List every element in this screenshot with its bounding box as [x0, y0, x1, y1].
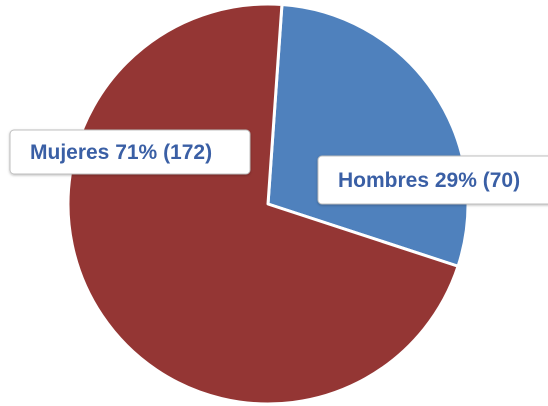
data-label-text: Mujeres 71% (172)	[30, 141, 212, 164]
pie-slice-mujeres	[66, 2, 460, 406]
pie-data-labels: Hombres 29% (70) Mujeres 71% (172)	[9, 129, 548, 205]
data-label-box	[317, 155, 548, 205]
data-label-hombres: Hombres 29% (70)	[317, 155, 548, 205]
data-label-text: Hombres 29% (70)	[338, 169, 520, 192]
data-label-box	[9, 129, 251, 175]
data-label-mujeres: Mujeres 71% (172)	[9, 129, 251, 175]
